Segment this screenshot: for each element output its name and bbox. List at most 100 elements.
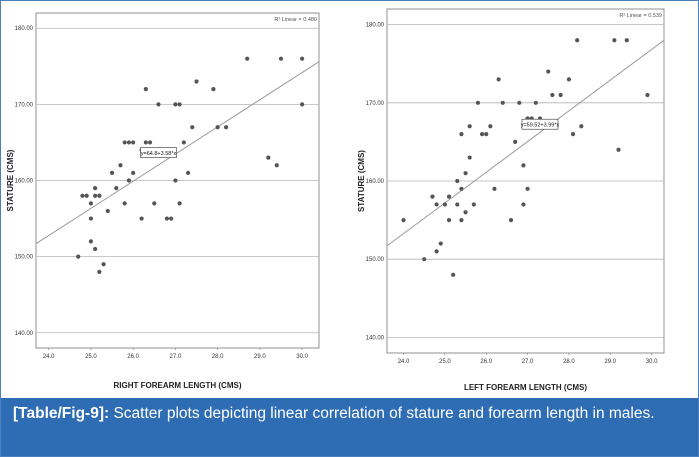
equation-box bbox=[521, 118, 559, 130]
x-tick-label: 30.0 bbox=[296, 354, 308, 360]
data-point bbox=[500, 100, 505, 105]
data-point bbox=[177, 201, 182, 206]
data-point bbox=[558, 92, 563, 98]
caption-text: Scatter plots depicting linear correlati… bbox=[109, 405, 655, 422]
data-point bbox=[97, 193, 102, 198]
y-tick-label: 160.00 bbox=[15, 179, 34, 185]
x-axis-title: RIGHT FOREARM LENGTH (CMS) bbox=[114, 381, 242, 390]
data-point bbox=[624, 38, 629, 43]
data-point bbox=[143, 87, 148, 92]
data-point bbox=[579, 124, 584, 129]
data-point bbox=[467, 124, 472, 129]
data-point bbox=[459, 217, 464, 223]
data-point bbox=[185, 170, 191, 175]
data-point bbox=[101, 262, 106, 267]
x-tick-label: 27.0 bbox=[170, 354, 182, 360]
data-point bbox=[211, 87, 216, 92]
data-point bbox=[169, 216, 174, 221]
data-point bbox=[164, 216, 170, 221]
data-point bbox=[181, 140, 186, 145]
data-point bbox=[93, 246, 98, 252]
chart-right-forearm: 140.00 150.00 160.00 170.00 180.00 24.0 25.0 26… bbox=[6, 12, 320, 390]
y-axis-title: STATURE (CMS) bbox=[6, 149, 15, 211]
data-point bbox=[471, 202, 476, 207]
y-tick-label: 180.00 bbox=[15, 26, 34, 32]
data-point bbox=[274, 163, 279, 168]
data-point bbox=[173, 102, 178, 107]
x-tick-label: 28.0 bbox=[563, 359, 575, 365]
data-point bbox=[147, 140, 153, 145]
x-tick-label: 24.0 bbox=[43, 354, 55, 360]
x-tick-label: 25.0 bbox=[85, 354, 97, 360]
data-point bbox=[455, 202, 460, 207]
data-point bbox=[126, 140, 132, 145]
data-point bbox=[455, 178, 460, 184]
data-point bbox=[446, 194, 452, 199]
data-point bbox=[612, 38, 617, 43]
data-point bbox=[438, 241, 443, 246]
data-point bbox=[114, 186, 119, 191]
data-point bbox=[446, 217, 452, 223]
equation-box bbox=[140, 147, 177, 158]
data-point bbox=[525, 186, 530, 191]
x-tick-label: 30.0 bbox=[646, 359, 658, 365]
data-point bbox=[88, 216, 94, 221]
data-point bbox=[126, 178, 132, 183]
plot-area-group: 140.00 150.00 160.00 170.00 180.00 24.0 25.0 26… bbox=[6, 12, 320, 390]
data-point bbox=[496, 77, 501, 82]
data-point bbox=[546, 69, 551, 74]
x-tick-label: 29.0 bbox=[254, 354, 266, 360]
data-point bbox=[156, 102, 161, 107]
data-point bbox=[467, 155, 472, 160]
y-tick-label: 140.00 bbox=[366, 335, 385, 341]
data-point bbox=[479, 131, 485, 137]
data-point bbox=[245, 56, 250, 61]
y-tick-label: 170.00 bbox=[366, 101, 385, 107]
data-point bbox=[492, 186, 497, 191]
data-point bbox=[550, 92, 555, 98]
data-point bbox=[215, 125, 220, 130]
r2-label: R² Linear = 0.539 bbox=[619, 13, 662, 19]
fit-line bbox=[35, 61, 320, 245]
data-point bbox=[131, 140, 136, 145]
y-tick-label: 150.00 bbox=[366, 257, 385, 263]
plot-area-group: 140.00 150.00 160.00 170.00 180.00 24.0 25.0 26… bbox=[357, 8, 665, 392]
x-axis-title: LEFT FOREARM LENGTH (CMS) bbox=[464, 383, 587, 392]
r2-label: R² Linear = 0.480 bbox=[274, 17, 317, 23]
fit-equation: y=59.52+3.99*x bbox=[521, 123, 560, 129]
data-point bbox=[533, 100, 538, 105]
data-point bbox=[463, 210, 468, 215]
data-point bbox=[143, 140, 148, 145]
data-point bbox=[566, 77, 572, 82]
data-point bbox=[177, 102, 182, 107]
data-point bbox=[570, 131, 576, 137]
data-point bbox=[521, 163, 526, 168]
y-tick-label: 160.00 bbox=[366, 179, 385, 185]
y-axis-title: STATURE (CMS) bbox=[357, 150, 366, 212]
data-point bbox=[97, 269, 102, 274]
data-point bbox=[131, 170, 136, 175]
x-tick-label: 26.0 bbox=[480, 359, 492, 365]
data-point bbox=[190, 125, 195, 130]
data-point bbox=[300, 56, 305, 61]
data-point bbox=[434, 249, 439, 254]
data-point bbox=[488, 124, 493, 129]
data-point bbox=[451, 272, 456, 277]
data-point bbox=[513, 139, 518, 145]
y-tick-label: 170.00 bbox=[15, 102, 34, 108]
y-tick-label: 180.00 bbox=[366, 23, 385, 29]
data-point bbox=[266, 155, 271, 160]
x-tick-label: 24.0 bbox=[398, 359, 410, 365]
data-point bbox=[459, 186, 464, 191]
fit-equation: y=64.8+3.58*x bbox=[141, 151, 177, 157]
data-point bbox=[118, 163, 123, 168]
data-point bbox=[616, 147, 621, 152]
data-point bbox=[80, 193, 85, 198]
data-point bbox=[93, 193, 98, 198]
x-tick-label: 25.0 bbox=[439, 359, 451, 365]
caption-label: [Table/Fig-9]: bbox=[13, 405, 110, 422]
data-point bbox=[484, 131, 489, 137]
data-point bbox=[88, 239, 94, 244]
data-point bbox=[430, 194, 435, 199]
